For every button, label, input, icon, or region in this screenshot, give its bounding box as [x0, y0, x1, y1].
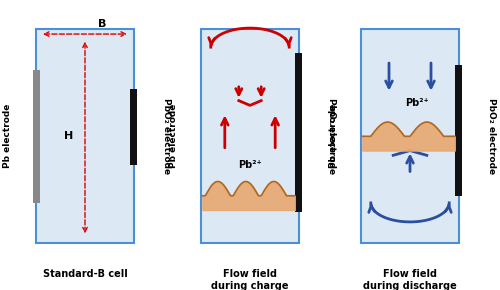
- Text: Pb electrode: Pb electrode: [168, 104, 177, 168]
- Text: B: B: [98, 19, 106, 29]
- Text: H: H: [64, 131, 73, 141]
- Text: PbO₂ electrode: PbO₂ electrode: [486, 98, 496, 174]
- Text: Pb²⁺: Pb²⁺: [405, 98, 429, 108]
- Bar: [361, 29, 459, 243]
- Text: PbO₂ electrode: PbO₂ electrode: [326, 98, 336, 174]
- Text: Flow field
during charge: Flow field during charge: [211, 269, 289, 290]
- Text: Pb²⁺: Pb²⁺: [238, 160, 262, 170]
- Text: Pb electrode: Pb electrode: [328, 104, 338, 168]
- Bar: [201, 29, 299, 243]
- Bar: [130, 89, 137, 165]
- Bar: [36, 29, 134, 243]
- Bar: [455, 65, 462, 196]
- Text: Flow field
during discharge: Flow field during discharge: [363, 269, 457, 290]
- Bar: [295, 53, 302, 212]
- Text: Pb electrode: Pb electrode: [4, 104, 13, 168]
- Text: Standard-B cell: Standard-B cell: [42, 269, 127, 280]
- Bar: [33, 70, 40, 203]
- Text: PbO₂ electrode: PbO₂ electrode: [162, 98, 170, 174]
